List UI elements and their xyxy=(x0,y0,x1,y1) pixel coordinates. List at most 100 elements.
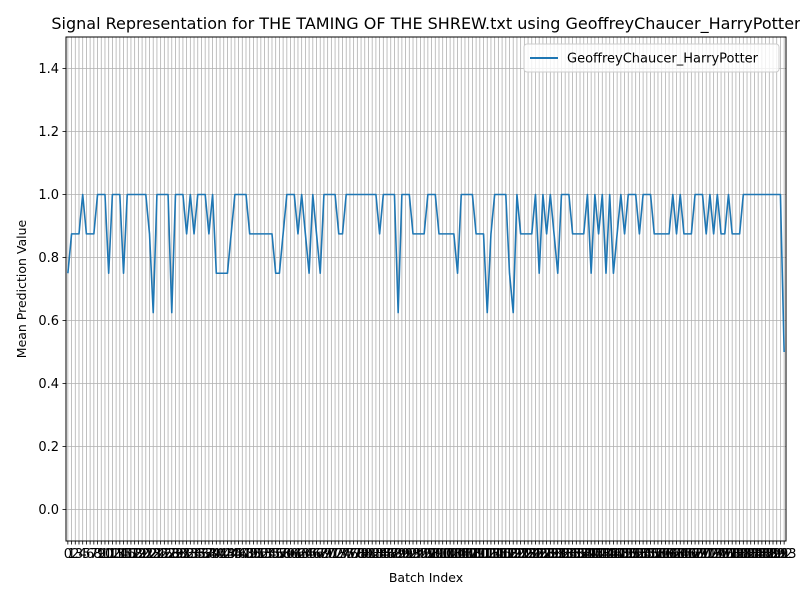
x-tick-label: 188 xyxy=(753,547,778,562)
x-tick-label: 10 xyxy=(97,547,114,562)
x-tick-label: 78 xyxy=(349,547,366,562)
x-tick-label: 38 xyxy=(201,547,218,562)
x-tick-label: 12 xyxy=(104,547,121,562)
x-tick-label: 183 xyxy=(735,547,760,562)
x-tick-label: 97 xyxy=(420,547,437,562)
x-tick-label: 153 xyxy=(623,547,648,562)
x-axis-label: Batch Index xyxy=(389,570,463,585)
x-tick-label: 168 xyxy=(679,547,704,562)
x-tick-label: 123 xyxy=(512,547,537,562)
x-tick-label: 157 xyxy=(638,547,663,562)
x-tick-label: 61 xyxy=(286,547,303,562)
x-tick-label: 93 xyxy=(405,547,422,562)
x-tick-label: 25 xyxy=(152,547,169,562)
x-tick-label: 76 xyxy=(342,547,359,562)
x-tick-label: 54 xyxy=(260,547,277,562)
x-tick-label: 15 xyxy=(115,547,132,562)
x-tick-label: 102 xyxy=(434,547,459,562)
x-tick-label: 29 xyxy=(167,547,184,562)
x-tick-label: 122 xyxy=(508,547,533,562)
x-tick-label: 4 xyxy=(79,547,87,562)
x-tick-label: 22 xyxy=(141,547,158,562)
x-tick-label: 9 xyxy=(97,547,105,562)
x-tick-label: 21 xyxy=(138,547,155,562)
x-tick-label: 160 xyxy=(649,547,674,562)
x-tick-label: 70 xyxy=(319,547,336,562)
x-tick-label: 154 xyxy=(627,547,652,562)
x-tick-label: 156 xyxy=(634,547,659,562)
x-tick-label: 46 xyxy=(230,547,247,562)
x-tick-label: 52 xyxy=(253,547,270,562)
x-tick-label: 189 xyxy=(757,547,782,562)
x-tick-label: 103 xyxy=(438,547,463,562)
x-tick-label: 92 xyxy=(401,547,418,562)
x-tick-label: 178 xyxy=(716,547,741,562)
y-tick-label: 0.0 xyxy=(38,503,59,518)
x-tick-label: 105 xyxy=(445,547,470,562)
x-tick-label: 19 xyxy=(130,547,147,562)
x-tick-label: 3 xyxy=(75,547,83,562)
x-tick-label: 91 xyxy=(397,547,414,562)
x-tick-label: 56 xyxy=(267,547,284,562)
x-tick-label: 119 xyxy=(497,547,522,562)
x-tick-label: 72 xyxy=(327,547,344,562)
y-axis-label: Mean Prediction Value xyxy=(14,219,29,358)
y-tick-label: 0.4 xyxy=(38,377,59,392)
x-tick-label: 147 xyxy=(601,547,626,562)
x-tick-label: 24 xyxy=(149,547,166,562)
x-tick-label: 150 xyxy=(612,547,637,562)
x-tick-label: 149 xyxy=(608,547,633,562)
x-tick-label: 73 xyxy=(331,547,348,562)
x-tick-label: 181 xyxy=(727,547,752,562)
x-tick-label: 143 xyxy=(586,547,611,562)
x-tick-label: 32 xyxy=(178,547,195,562)
x-tick-label: 113 xyxy=(475,547,500,562)
x-tick-label: 148 xyxy=(605,547,630,562)
x-tick-label: 51 xyxy=(249,547,266,562)
x-tick-label: 175 xyxy=(705,547,730,562)
x-tick-label: 11 xyxy=(100,547,117,562)
x-tick-label: 125 xyxy=(519,547,544,562)
x-tick-label: 40 xyxy=(208,547,225,562)
x-tick-label: 20 xyxy=(134,547,151,562)
x-tick-label: 80 xyxy=(356,547,373,562)
x-tick-label: 62 xyxy=(290,547,307,562)
x-tick-label: 41 xyxy=(212,547,229,562)
y-tick-label: 1.2 xyxy=(38,125,59,140)
x-tick-label: 142 xyxy=(582,547,607,562)
x-tick-label: 176 xyxy=(709,547,734,562)
x-tick-label: 14 xyxy=(112,547,129,562)
series-line xyxy=(67,193,785,353)
x-gridlines xyxy=(67,37,785,541)
x-tick-label: 28 xyxy=(163,547,180,562)
x-tick-label: 83 xyxy=(368,547,385,562)
x-tick-label: 37 xyxy=(197,547,214,562)
x-tick-label: 169 xyxy=(683,547,708,562)
x-tick-label: 66 xyxy=(305,547,322,562)
x-tick-label: 128 xyxy=(530,547,555,562)
x-tick-label: 100 xyxy=(427,547,452,562)
x-tick-label: 60 xyxy=(282,547,299,562)
x-tick-label: 187 xyxy=(749,547,774,562)
x-tick-label: 133 xyxy=(549,547,574,562)
x-tick-label: 130 xyxy=(538,547,563,562)
x-tick-label: 177 xyxy=(712,547,737,562)
y-ticks: 0.0 0.2 0.4 0.6 0.8 1.0 1.2 1.4 xyxy=(38,62,66,518)
x-tick-label: 67 xyxy=(308,547,325,562)
x-tick-label: 126 xyxy=(523,547,548,562)
x-tick-label: 71 xyxy=(323,547,340,562)
x-tick-label: 192 xyxy=(768,547,793,562)
x-tick-label: 90 xyxy=(394,547,411,562)
y-tick-label: 0.8 xyxy=(38,251,59,266)
x-ticks: 0123456789101112131415161718192021222324… xyxy=(64,541,797,562)
x-tick-label: 26 xyxy=(156,547,173,562)
x-tick-label: 138 xyxy=(568,547,593,562)
x-tick-label: 118 xyxy=(493,547,518,562)
x-tick-label: 43 xyxy=(219,547,236,562)
x-tick-label: 137 xyxy=(564,547,589,562)
x-tick-label: 48 xyxy=(238,547,255,562)
x-tick-label: 117 xyxy=(490,547,515,562)
x-tick-label: 89 xyxy=(390,547,407,562)
x-tick-label: 50 xyxy=(245,547,262,562)
